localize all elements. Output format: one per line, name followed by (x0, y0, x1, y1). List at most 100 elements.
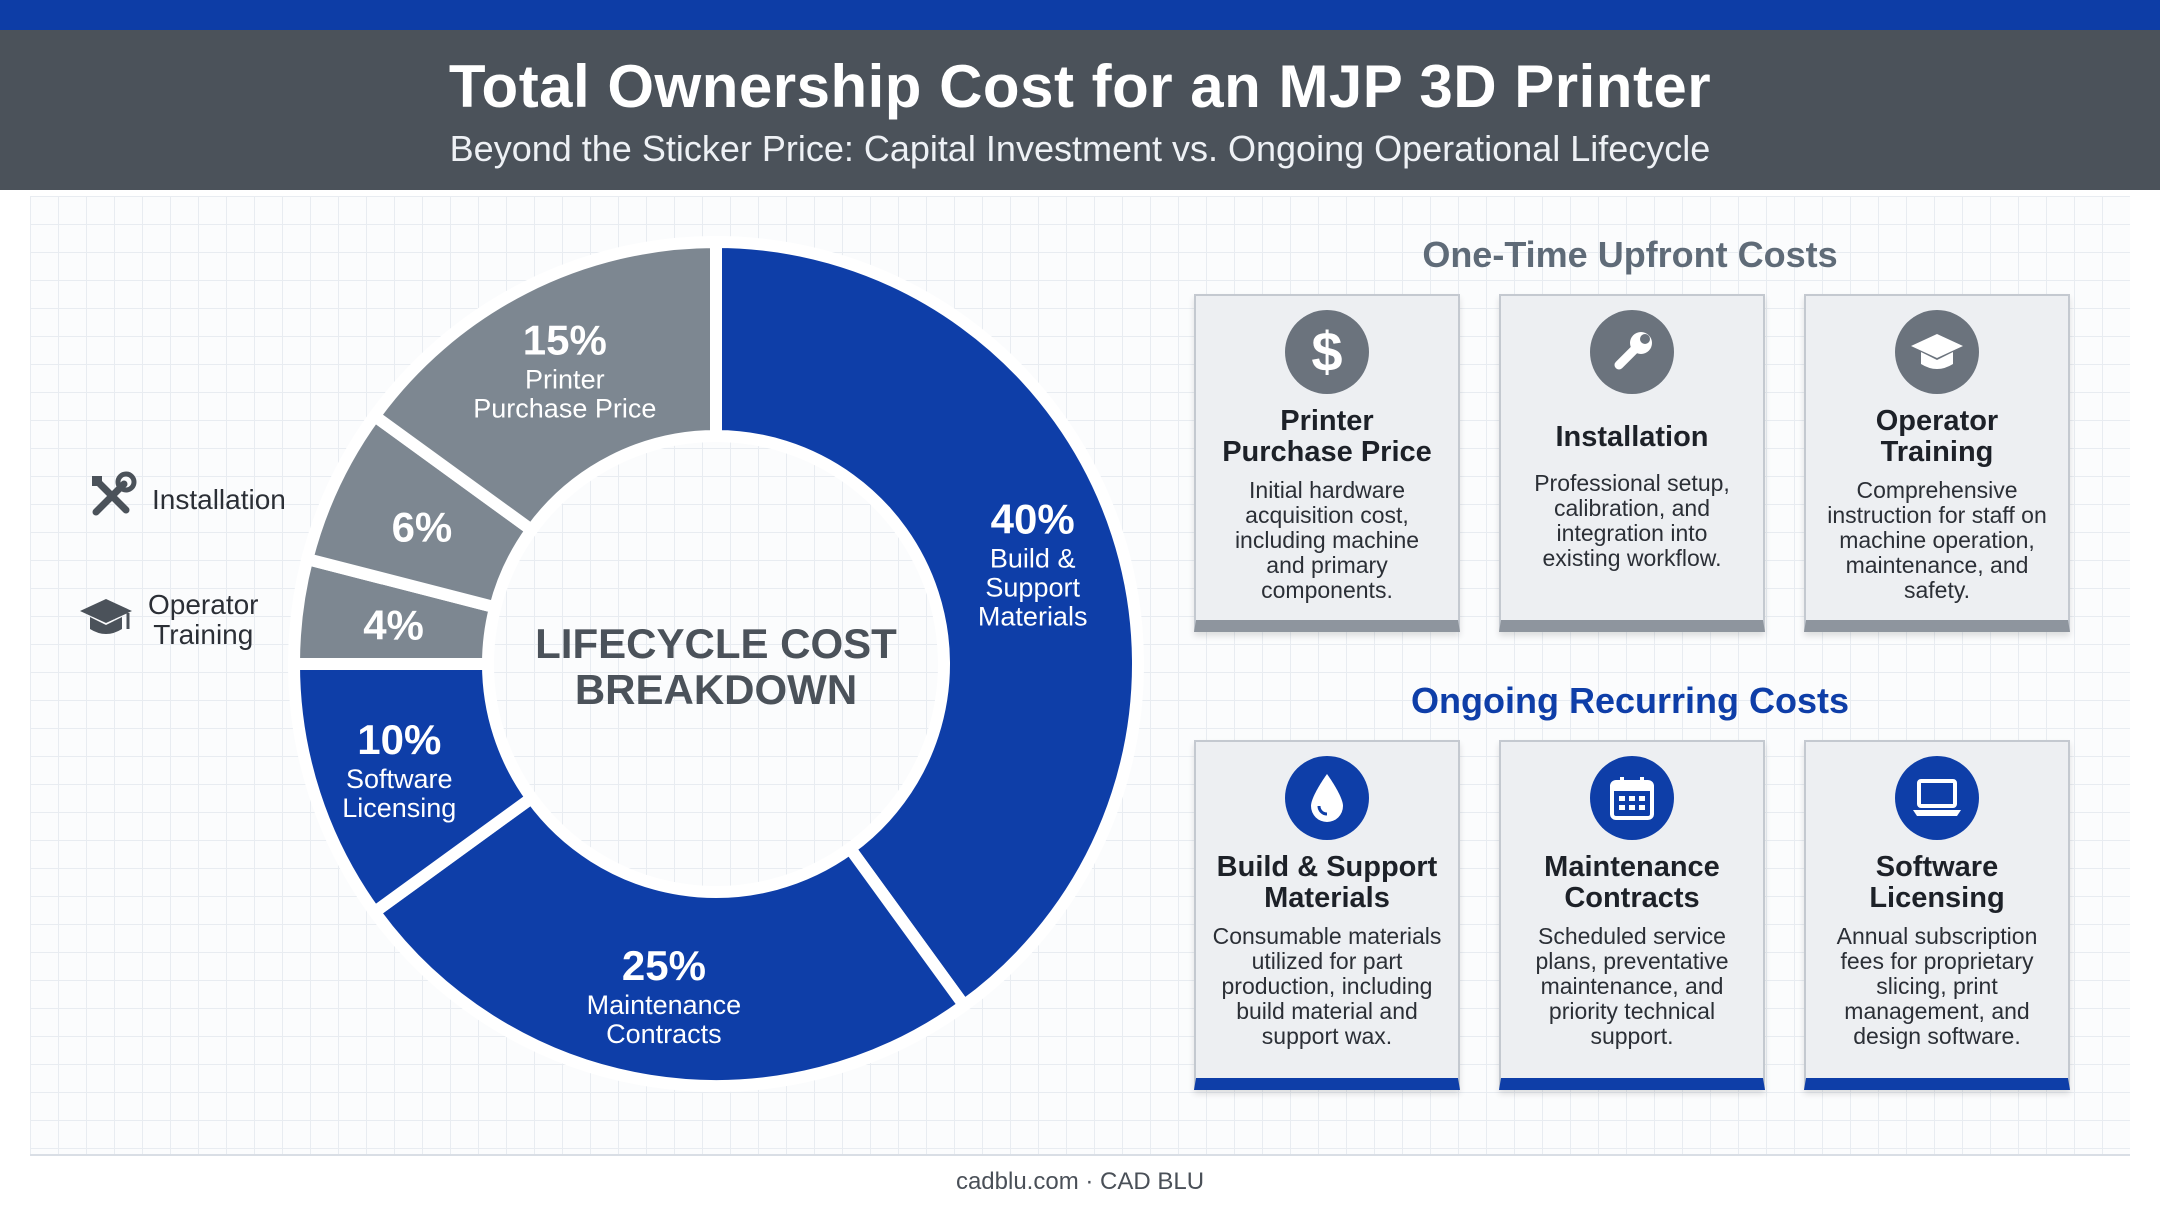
card-title-line: Operator (1875, 405, 1999, 437)
donut-slice-label: 10% Software Licensing (342, 716, 456, 823)
operator-training-external-label: Operator Training (78, 590, 259, 650)
donut-slice-name-line: Purchase Price (473, 393, 656, 423)
card-title-line: Licensing (1869, 882, 2005, 914)
donut-center-label-line: BREAKDOWN (575, 666, 857, 713)
top-accent-bar (0, 0, 2160, 30)
card-description-line: design software. (1853, 1023, 2021, 1049)
card-build-support-materials: Build & Support Materials Consumable mat… (1194, 740, 1460, 1090)
page-title: Total Ownership Cost for an MJP 3D Print… (448, 53, 1712, 120)
card-description-line: utilized for part (1251, 948, 1403, 974)
card-description: Professional setup, calibration, and int… (1501, 471, 1763, 571)
laptop-icon (1895, 756, 1979, 840)
donut-slice-label: 4% (363, 601, 424, 648)
card-description-line: safety. (1903, 577, 1971, 603)
operator-training-label-line-1: Operator (148, 589, 259, 620)
card-description-line: support. (1590, 1023, 1674, 1049)
donut-slice-value: 15% (523, 316, 607, 363)
card-description-line: Annual subscription (1836, 923, 2038, 949)
card-software-licensing: Software Licensing Annual subscription f… (1804, 740, 2070, 1090)
donut-slice-value: 6% (392, 504, 453, 551)
card-maintenance-contracts: Maintenance Contracts Scheduled service … (1499, 740, 1765, 1090)
operator-training-label-text: Operator Training (148, 590, 259, 650)
donut-slice-label: 40% Build & Support Materials (978, 496, 1088, 632)
calendar-icon (1590, 756, 1674, 840)
card-description: Initial hardware acquisition cost, inclu… (1196, 478, 1458, 603)
donut-slice-name-line: Build & (990, 544, 1076, 574)
card-description-line: integration into (1556, 520, 1708, 546)
donut-slice-label: 6% (392, 504, 453, 551)
card-description-line: support wax. (1261, 1023, 1393, 1049)
card-description-line: components. (1261, 577, 1393, 603)
card-title-line: Printer (1280, 405, 1374, 437)
card-title: Software Licensing (1806, 852, 2068, 914)
donut-slice-value: 25% (622, 942, 706, 989)
page-subtitle: Beyond the Sticker Price: Capital Invest… (449, 128, 1711, 169)
card-description-line: and primary (1266, 552, 1388, 578)
card-description-line: production, including (1221, 973, 1433, 999)
card-description-line: including machine (1234, 527, 1420, 553)
card-description: Scheduled service plans, preventative ma… (1501, 924, 1763, 1049)
card-description-line: plans, preventative (1535, 948, 1729, 974)
card-description-line: existing workflow. (1542, 545, 1722, 571)
donut-slice-name-line: Maintenance (587, 990, 742, 1020)
card-title-line: Installation (1555, 421, 1709, 453)
card-title: Maintenance Contracts (1501, 852, 1763, 914)
donut-slice-value: 10% (357, 716, 441, 763)
donut-slice-name-line: Licensing (342, 793, 456, 823)
card-description-line: Consumable materials (1212, 923, 1442, 949)
card-description-line: acquisition cost, (1245, 502, 1409, 528)
donut-slice-build-support-materials (710, 235, 1144, 1014)
card-description: Comprehensive instruction for staff on m… (1806, 478, 2068, 603)
card-description-line: management, and (1844, 998, 2030, 1024)
card-description-line: Comprehensive (1856, 477, 2018, 503)
page-header: Total Ownership Cost for an MJP 3D Print… (0, 30, 2160, 190)
card-description-line: maintenance, and (1845, 552, 2029, 578)
card-description: Consumable materials utilized for part p… (1196, 924, 1458, 1049)
card-description-line: calibration, and (1554, 495, 1710, 521)
card-description-line: Professional setup, (1534, 470, 1730, 496)
card-title-line: Materials (1264, 882, 1390, 914)
card-description-line: fees for proprietary (1840, 948, 2034, 974)
donut-slice-name-line: Materials (978, 602, 1088, 632)
graduation-cap-icon (1895, 310, 1979, 394)
donut-center-label: LIFECYCLE COST BREAKDOWN (535, 620, 897, 713)
donut-slice-maintenance-contracts (366, 789, 973, 1092)
donut-slice-name-line: Printer (525, 364, 605, 394)
card-description-line: instruction for staff on (1827, 502, 2047, 528)
card-printer-purchase-price: $ Printer Purchase Price Initial hardwar… (1194, 294, 1460, 632)
donut-slice-value: 40% (991, 496, 1075, 543)
dollar-icon: $ (1285, 310, 1369, 394)
footer-credit: cadblu.com · CAD BLU (955, 1168, 1205, 1195)
donut-slice-label: 25% Maintenance Contracts (587, 942, 742, 1049)
operator-training-label-line-2: Training (153, 619, 254, 650)
card-title-line: Maintenance (1544, 851, 1720, 883)
donut-slice-value: 4% (363, 601, 424, 648)
wrench-icon (1590, 310, 1674, 394)
card-title-line: Contracts (1564, 882, 1700, 914)
card-installation: Installation Professional setup, calibra… (1499, 294, 1765, 632)
card-title: Printer Purchase Price (1196, 406, 1458, 468)
donut-slice-name-line: Contracts (606, 1019, 722, 1049)
card-title-line: Training (1880, 436, 1994, 468)
card-description-line: priority technical (1548, 998, 1716, 1024)
card-title-line: Purchase Price (1222, 436, 1432, 468)
donut-slice-printer-purchase-price (366, 235, 722, 539)
card-operator-training: Operator Training Comprehensive instruct… (1804, 294, 2070, 632)
card-description-line: build material and (1236, 998, 1418, 1024)
installation-label-text: Installation (152, 483, 286, 515)
card-title: Build & Support Materials (1196, 852, 1458, 914)
card-description: Annual subscription fees for proprietary… (1806, 924, 2068, 1049)
card-description-line: machine operation, (1839, 527, 2035, 553)
installation-external-label: Installation (86, 470, 286, 529)
donut-slice-name-line: Support (985, 573, 1080, 603)
card-description-line: Scheduled service (1538, 923, 1726, 949)
graduation-cap-icon (78, 595, 134, 646)
card-description-line: Initial hardware (1249, 477, 1405, 503)
card-title: Operator Training (1806, 406, 2068, 468)
card-description-line: slicing, print (1876, 973, 1998, 999)
donut-center-label-line: LIFECYCLE COST (535, 620, 897, 667)
droplet-icon (1285, 756, 1369, 840)
card-title-line: Build & Support (1216, 851, 1438, 883)
wrench-screwdriver-icon (86, 470, 138, 529)
